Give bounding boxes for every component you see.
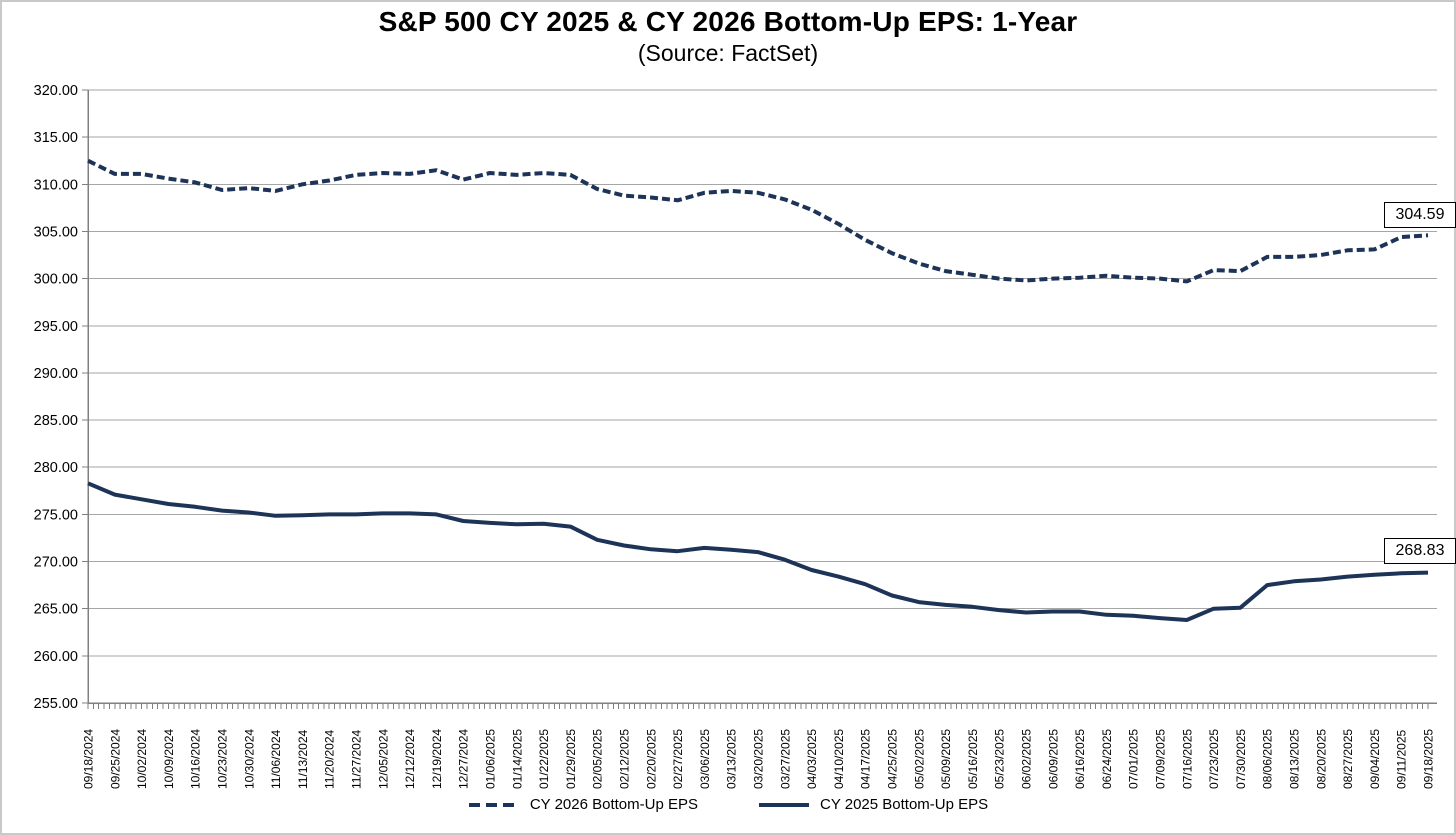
x-tick-label: 09/11/2025 [1395,730,1409,789]
chart-title: S&P 500 CY 2025 & CY 2026 Bottom-Up EPS:… [378,6,1078,37]
x-tick-label: 11/27/2024 [350,730,364,789]
x-tick-label: 04/25/2025 [886,729,900,789]
x-tick-label: 12/19/2024 [430,729,444,789]
x-tick-label: 10/23/2024 [216,729,230,789]
x-tick-label: 07/30/2025 [1234,729,1248,789]
legend-item-cy2025: CY 2025 Bottom-Up EPS [758,796,988,813]
x-tick-label: 07/09/2025 [1154,729,1168,789]
x-tick-label: 01/14/2025 [510,729,524,789]
y-tick-label: 300.00 [34,272,78,288]
y-tick-label: 315.00 [34,130,78,146]
y-tick-label: 260.00 [34,649,78,665]
x-tick-label: 02/20/2025 [644,729,658,789]
y-tick-label: 265.00 [34,602,78,618]
x-tick-label: 11/20/2024 [323,730,337,789]
x-tick-label: 05/23/2025 [993,729,1007,789]
y-tick-label: 275.00 [34,507,78,523]
x-tick-label: 03/20/2025 [752,729,766,789]
x-tick-label: 01/22/2025 [537,729,551,789]
x-tick-label: 08/13/2025 [1288,729,1302,789]
x-tick-label: 02/12/2025 [618,729,632,789]
y-tick-label: 320.00 [34,83,78,99]
x-tick-label: 10/02/2024 [135,729,149,789]
x-tick-label: 11/06/2024 [269,730,283,789]
x-tick-label: 10/30/2024 [242,729,256,789]
x-tick-label: 12/05/2024 [376,729,390,789]
x-tick-label: 08/27/2025 [1341,729,1355,789]
x-tick-label: 10/09/2024 [162,729,176,789]
x-tick-label: 01/29/2025 [564,729,578,789]
x-tick-label: 04/17/2025 [859,729,873,789]
x-tick-label: 06/09/2025 [1046,729,1060,789]
chart-legend: CY 2026 Bottom-Up EPS CY 2025 Bottom-Up … [0,796,1456,813]
y-tick-label: 280.00 [34,460,78,476]
x-tick-label: 12/27/2024 [457,729,471,789]
x-tick-label: 05/16/2025 [966,729,980,789]
x-tick-label: 02/27/2025 [671,729,685,789]
x-tick-label: 09/25/2024 [108,729,122,789]
x-tick-label: 03/27/2025 [778,729,792,789]
series-line-cy2025 [87,481,1429,622]
legend-label-cy2025: CY 2025 Bottom-Up EPS [820,796,989,813]
x-tick-label: 06/02/2025 [1020,729,1034,789]
y-tick-label: 270.00 [34,555,78,571]
x-tick-label: 10/16/2024 [189,729,203,789]
x-tick-label: 12/12/2024 [403,729,417,789]
x-tick-label: 08/06/2025 [1261,729,1275,789]
series-line-cy2026 [87,158,1429,284]
chart-subtitle: (Source: FactSet) [637,40,819,66]
y-tick-label: 290.00 [34,366,78,382]
y-tick-label: 255.00 [34,696,78,712]
y-tick-label: 305.00 [34,224,78,240]
dashed-line-sample-icon [468,802,519,807]
x-tick-label: 09/18/2024 [82,729,96,789]
x-tick-label: 02/05/2025 [591,729,605,789]
y-tick-label: 295.00 [34,319,78,335]
x-tick-label: 08/20/2025 [1314,729,1328,789]
x-tick-label: 04/03/2025 [805,729,819,789]
cy2025-end-value-label: 268.83 [1384,538,1456,564]
x-tick-label: 07/01/2025 [1127,729,1141,789]
x-tick-label: 09/18/2025 [1422,729,1436,789]
solid-line-sample-icon [759,802,809,807]
x-tick-label: 01/06/2025 [484,729,498,789]
x-tick-label: 05/09/2025 [939,729,953,789]
title-block: S&P 500 CY 2025 & CY 2026 Bottom-Up EPS:… [0,6,1456,67]
y-tick-label: 310.00 [34,177,78,193]
cy2026-end-value-label: 304.59 [1384,202,1456,228]
x-tick-label: 03/13/2025 [725,729,739,789]
x-tick-label: 09/04/2025 [1368,729,1382,789]
x-tick-label: 03/06/2025 [698,729,712,789]
x-tick-label: 11/13/2024 [296,730,310,789]
x-tick-label: 07/16/2025 [1180,729,1194,789]
x-tick-label: 06/24/2025 [1100,729,1114,789]
y-tick-label: 285.00 [34,413,78,429]
legend-label-cy2026: CY 2026 Bottom-Up EPS [529,796,698,813]
x-tick-label: 06/16/2025 [1073,729,1087,789]
legend-item-cy2026: CY 2026 Bottom-Up EPS [468,796,698,813]
x-tick-label: 05/02/2025 [912,729,926,789]
x-tick-label: 07/23/2025 [1207,729,1221,789]
x-tick-label: 04/10/2025 [832,729,846,789]
